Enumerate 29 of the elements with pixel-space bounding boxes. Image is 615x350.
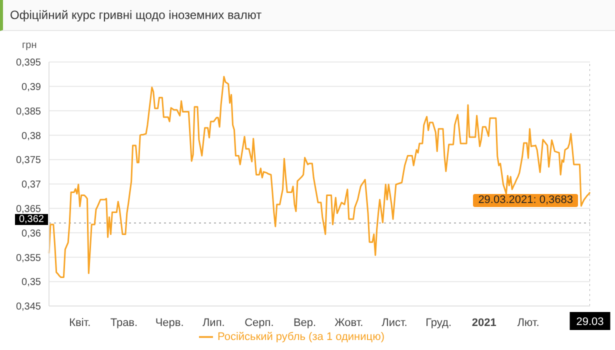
x-tick-label: Лип. (202, 317, 225, 329)
y-tick-label: 0,355 (16, 252, 42, 264)
line-series (48, 76, 591, 278)
x-tick-label: Трав. (110, 317, 138, 329)
legend-label: Російський рубль (за 1 одиницю) (217, 330, 384, 343)
x-tick-label: Квіт. (69, 317, 91, 329)
ref-line-label: 0,362 (14, 214, 48, 226)
y-tick-label: 0,385 (16, 106, 42, 118)
y-tick-label: 0,395 (16, 58, 42, 69)
x-tick-label: 2021 (472, 317, 496, 329)
y-tick-label: 0,345 (16, 302, 42, 313)
y-tick-label: 0,375 (16, 155, 42, 166)
x-tick-label: Жовт. (334, 317, 364, 329)
x-tick-label: 29.03 (576, 316, 604, 328)
y-tick-label: 0,35 (22, 277, 42, 288)
chart-title: Офіційний курс гривні щодо іноземних валют (10, 8, 262, 22)
x-tick-label: Груд. (426, 317, 452, 329)
y-tick-label: 0,37 (22, 180, 42, 191)
y-axis-title: грн (22, 40, 37, 51)
x-tick-label: Черв. (155, 317, 184, 329)
x-tick-label: Вер. (293, 317, 316, 329)
y-tick-label: 0,36 (22, 228, 42, 240)
y-tick-label: 0,38 (22, 130, 42, 142)
x-tick-label: Лист. (382, 317, 408, 329)
x-tick-label: Лют. (517, 317, 540, 329)
x-tick-label: Серп. (244, 317, 274, 329)
y-tick-label: 0,39 (22, 82, 42, 93)
annotation: 29.03.2021: 0,3683 (473, 194, 578, 208)
y-tick-label: 0,365 (16, 204, 42, 215)
